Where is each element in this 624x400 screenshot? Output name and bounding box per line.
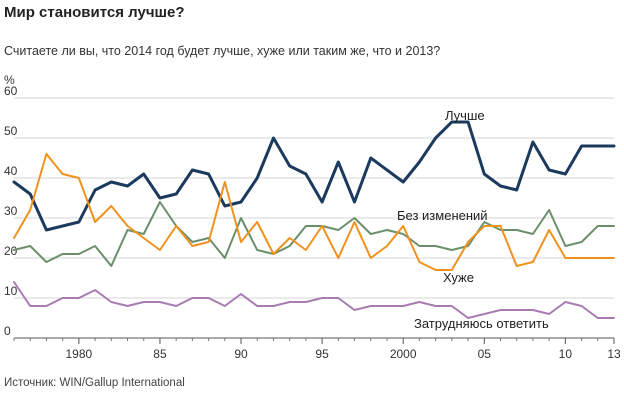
y-tick-label: 60 xyxy=(4,84,18,98)
series-labels: Лучше Без изменений Хуже Затрудняюсь ответи… xyxy=(397,108,549,331)
series-label-3: Затрудняюсь ответить xyxy=(414,316,549,331)
line-chart: 0 10 20 30 40 50 60% 1980 85 90 95 2000 05 10 13 Лучше… xyxy=(4,73,621,361)
chart-title: Мир становится лучше? xyxy=(4,4,185,21)
x-tick-label: 95 xyxy=(315,347,329,361)
x-tick-label: 90 xyxy=(234,347,248,361)
series-line-3 xyxy=(13,281,615,319)
series-line-2 xyxy=(13,153,615,271)
x-tick-label: 05 xyxy=(478,347,492,361)
series-label-0: Лучше xyxy=(445,108,485,123)
series-label-1: Без изменений xyxy=(397,208,488,223)
y-tick-label: 50 xyxy=(4,124,18,138)
y-tick-label: 0 xyxy=(4,324,11,338)
source-note: Источник: WIN/Gallup International xyxy=(4,377,185,389)
grid xyxy=(14,97,614,339)
chart-subtitle: Считаете ли вы, что 2014 год будет лучше… xyxy=(4,44,441,58)
axes: 0 10 20 30 40 50 60% 1980 85 90 95 2000 05 10 13 xyxy=(4,73,621,361)
y-tick-label: 20 xyxy=(4,244,18,258)
series-line-1 xyxy=(13,201,615,267)
x-tick-label: 1980 xyxy=(66,347,93,361)
x-tick-label: 10 xyxy=(559,347,573,361)
series-lines xyxy=(12,120,616,319)
y-tick-label: 30 xyxy=(4,204,18,218)
y-tick-label: 40 xyxy=(4,164,18,178)
y-axis-unit-label: % xyxy=(4,73,15,87)
x-tick-label: 2000 xyxy=(390,347,417,361)
series-label-2: Хуже xyxy=(443,270,474,285)
series-line-0 xyxy=(12,120,616,232)
x-tick-label: 13 xyxy=(607,347,621,361)
y-tick-label: 10 xyxy=(4,284,18,298)
x-tick-label: 85 xyxy=(153,347,167,361)
